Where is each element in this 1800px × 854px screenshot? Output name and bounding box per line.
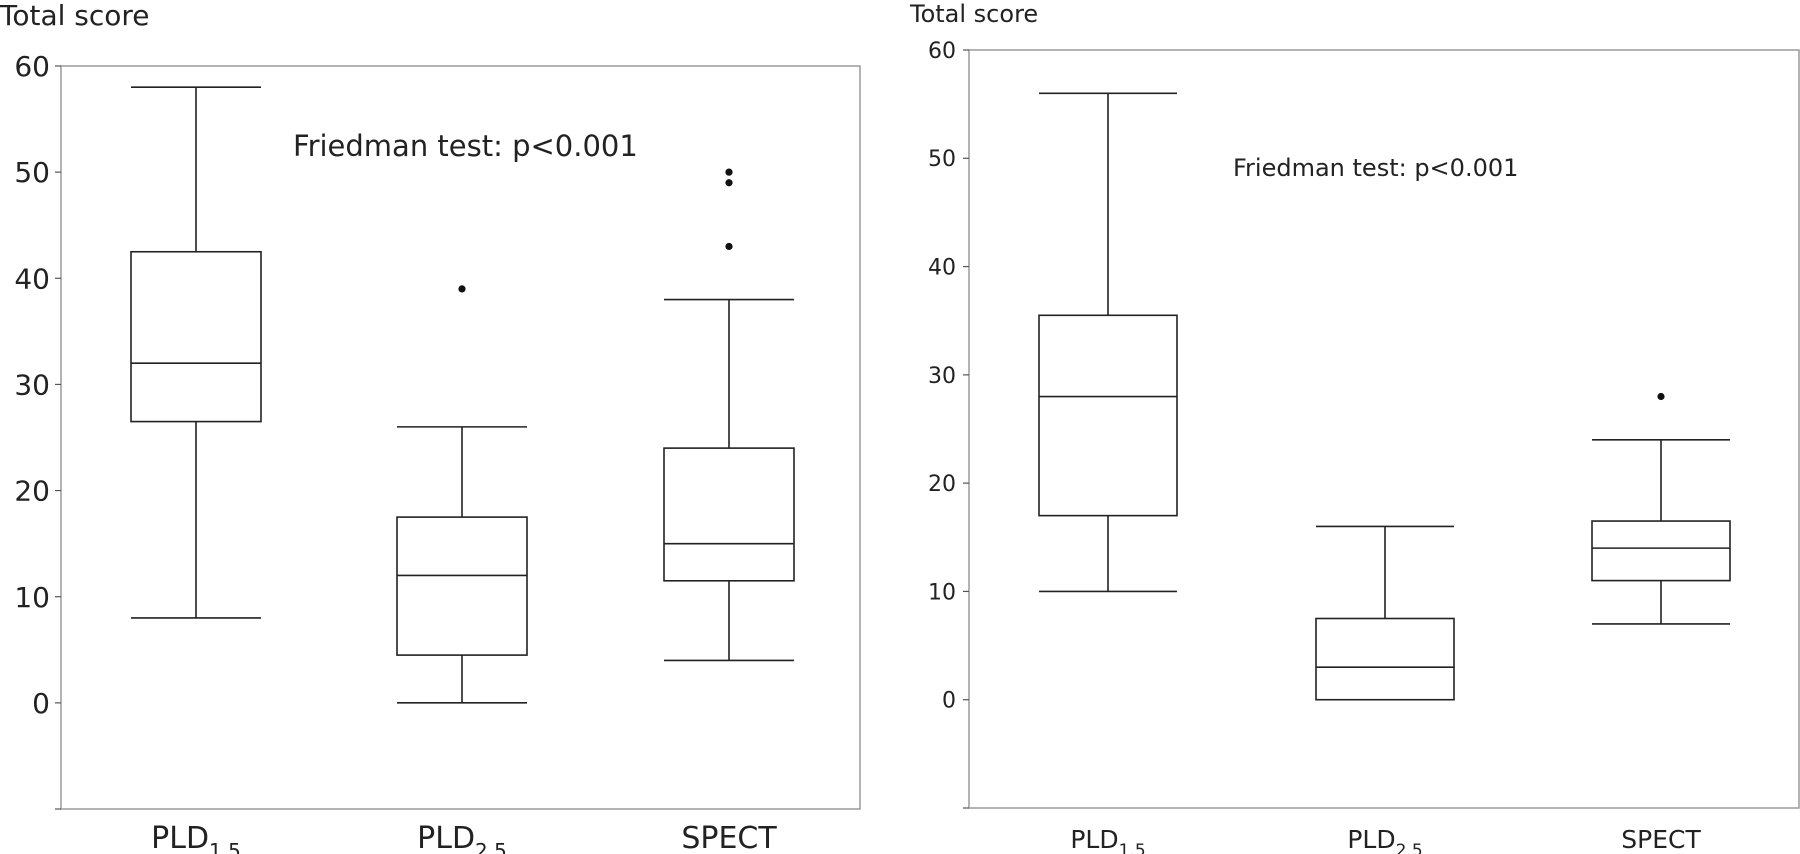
y-tick-label: 20 [928, 472, 956, 497]
iqr-box [396, 516, 528, 656]
x-category-label: PLD2.5 [417, 821, 507, 854]
x-category-label: SPECT [681, 821, 777, 854]
iqr-box [130, 250, 262, 423]
y-tick-label: 50 [928, 147, 956, 172]
box-3 [663, 168, 795, 662]
y-tick-label: 60 [928, 39, 956, 64]
outlier-point [725, 242, 733, 251]
x-category-label: PLD2.5 [1347, 825, 1422, 854]
box-3 [1591, 392, 1731, 625]
annotation-text: Friedman test: p<0.001 [293, 129, 638, 163]
y-tick-label: 40 [928, 255, 956, 280]
iqr-box [663, 447, 795, 582]
y-tick-label: 10 [14, 581, 50, 614]
y-tick-label: 30 [928, 364, 956, 389]
annotation-text: Friedman test: p<0.001 [1233, 154, 1518, 182]
y-tick-label: 60 [14, 50, 50, 83]
outlier-point [725, 179, 733, 187]
box-plot-right: Total score 0 10 20 30 40 50 60 Friedman test: p… [909, 0, 1800, 854]
plot-frame [60, 65, 861, 810]
box-1 [1038, 92, 1178, 593]
iqr-box [1038, 314, 1178, 517]
y-tick-label: 30 [14, 369, 50, 402]
box-plot-left: Total score 0 10 20 30 40 50 60 Friedman test: p… [0, 0, 861, 854]
box-2 [396, 285, 528, 704]
outlier-point [458, 285, 466, 293]
iqr-box [1591, 520, 1731, 582]
y-tick-label: 40 [14, 262, 50, 295]
plot-frame [968, 49, 1800, 809]
outlier-point [1657, 392, 1665, 401]
y-tick-label: 0 [942, 689, 956, 714]
y-tick-label: 0 [32, 687, 50, 720]
y-tick-label: 10 [928, 580, 956, 605]
y-tick-label: 20 [14, 475, 50, 508]
x-category-label: PLD1.5 [151, 821, 241, 854]
x-category-label: SPECT [1621, 825, 1701, 854]
y-axis-label: Total score [0, 0, 150, 32]
y-axis-label: Total score [909, 0, 1038, 28]
box-1 [130, 86, 262, 619]
box-2 [1315, 525, 1455, 701]
x-category-label: PLD1.5 [1070, 825, 1145, 854]
y-tick-label: 50 [14, 156, 50, 189]
iqr-box [1315, 617, 1455, 701]
outlier-point [725, 168, 733, 176]
